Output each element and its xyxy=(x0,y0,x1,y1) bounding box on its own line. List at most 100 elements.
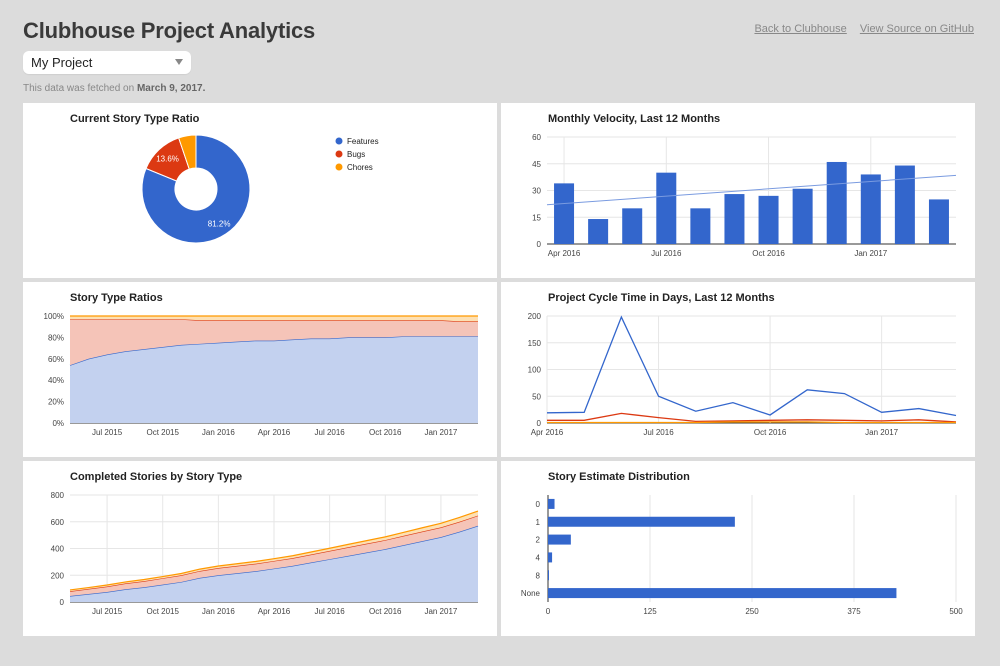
bar xyxy=(928,199,949,244)
slice-label: 81.2% xyxy=(208,219,231,228)
bar xyxy=(758,195,779,244)
cycle-time-line-chart: 0 50 100 150 200 Apr 2016 Jul 2016 Oct 2016 Jan … xyxy=(528,312,957,437)
x-tick-label: Oct 2015 xyxy=(146,607,179,616)
x-tick-label: Jul 2016 xyxy=(315,428,346,437)
series-line-chores xyxy=(547,421,956,424)
x-tick-label: Jan 2016 xyxy=(202,428,235,437)
bar xyxy=(792,188,813,244)
series-line-features xyxy=(546,315,957,417)
x-tick-label: Jan 2017 xyxy=(424,428,457,437)
header-links: Back to Clubhouse View Source on GitHub xyxy=(744,23,974,35)
ratio-area-chart: 0% 20% 40% 60% 80% 100% Jul 2015 Oct 2015 Jan 20… xyxy=(44,312,478,437)
y-tick-label: 80% xyxy=(48,333,64,342)
bar xyxy=(826,161,847,244)
y-tick-label: 4 xyxy=(536,553,541,562)
y-tick-label: 100% xyxy=(44,312,64,321)
pie-slice-features xyxy=(141,134,251,244)
legend-label: Chores xyxy=(347,163,373,172)
y-tick-label: 50 xyxy=(532,392,541,401)
chart-title: Project Cycle Time in Days, Last 12 Mont… xyxy=(548,292,775,304)
y-tick-label: 150 xyxy=(528,339,542,348)
x-tick-label: 125 xyxy=(643,607,657,616)
y-tick-label: 200 xyxy=(51,571,65,580)
area-features xyxy=(70,336,478,423)
y-tick-label: 45 xyxy=(532,160,541,169)
y-tick-label: 0 xyxy=(60,598,65,607)
y-tick-label: 60 xyxy=(532,133,541,142)
bar xyxy=(548,552,553,563)
x-tick-label: 250 xyxy=(745,607,759,616)
bar xyxy=(548,570,549,581)
y-tick-label: 15 xyxy=(532,213,541,222)
project-select-value: My Project xyxy=(31,55,93,70)
y-tick-label: None xyxy=(521,589,541,598)
bar xyxy=(548,516,735,527)
x-tick-label: Apr 2016 xyxy=(258,607,291,616)
view-source-link[interactable]: View Source on GitHub xyxy=(859,23,974,35)
series-line-chores xyxy=(69,510,479,591)
bar xyxy=(690,208,711,244)
y-tick-label: 600 xyxy=(51,518,65,527)
bar xyxy=(554,183,575,244)
bar xyxy=(548,588,897,599)
estimate-distribution-panel: Story Estimate Distribution 0 125 250 375 50… xyxy=(501,461,975,636)
velocity-bar-chart: 0 15 30 45 60 Apr 2016 Jul 2016 Oct 2016 Jan 201… xyxy=(532,133,957,258)
completed-area-chart: 0 200 400 600 800 Jul 2015 Oct 2015 Jan 2016 Apr… xyxy=(51,491,479,616)
bar xyxy=(548,498,555,509)
y-tick-label: 40% xyxy=(48,376,64,385)
chevron-down-icon xyxy=(175,59,183,65)
area-chores xyxy=(70,316,478,322)
back-to-clubhouse-link[interactable]: Back to Clubhouse xyxy=(754,23,847,35)
x-tick-label: Jan 2016 xyxy=(202,607,235,616)
y-tick-label: 400 xyxy=(51,545,65,554)
y-tick-label: 0 xyxy=(537,240,542,249)
chart-title: Completed Stories by Story Type xyxy=(70,471,243,483)
series-line-bugs xyxy=(547,412,957,423)
legend-swatch xyxy=(335,137,343,145)
project-select[interactable]: My Project xyxy=(23,51,191,74)
y-tick-label: 20% xyxy=(48,398,64,407)
chart-title: Monthly Velocity, Last 12 Months xyxy=(548,113,721,125)
monthly-velocity-panel: Monthly Velocity, Last 12 Months 0 15 30 45… xyxy=(501,103,975,278)
x-tick-label: Jul 2016 xyxy=(651,249,682,258)
y-tick-label: 8 xyxy=(536,571,541,580)
x-tick-label: Oct 2016 xyxy=(754,428,787,437)
bar xyxy=(588,219,609,244)
x-tick-label: Oct 2016 xyxy=(752,249,785,258)
bar xyxy=(548,534,571,545)
x-tick-label: Oct 2016 xyxy=(369,428,402,437)
cycle-time-panel: Project Cycle Time in Days, Last 12 Mont… xyxy=(501,282,975,457)
x-tick-label: Apr 2016 xyxy=(531,428,564,437)
chart-title: Story Estimate Distribution xyxy=(548,471,690,483)
y-tick-label: 1 xyxy=(536,518,541,527)
fetched-date: March 9, 2017. xyxy=(136,83,206,94)
x-tick-label: 0 xyxy=(546,607,551,616)
y-tick-label: 2 xyxy=(536,536,541,545)
x-tick-label: Jul 2016 xyxy=(315,607,346,616)
bar xyxy=(622,208,643,244)
completed-stories-panel: Completed Stories by Story Type 0 200 400 6… xyxy=(23,461,497,636)
bar xyxy=(724,194,745,244)
x-tick-label: Jan 2017 xyxy=(424,607,457,616)
x-tick-label: Jul 2016 xyxy=(643,428,674,437)
area-features xyxy=(70,525,478,602)
area-bugs xyxy=(70,319,478,366)
y-tick-label: 0% xyxy=(52,419,64,428)
y-tick-label: 0 xyxy=(536,500,541,509)
x-tick-label: 500 xyxy=(949,607,963,616)
fetched-note: This data was fetched on March 9, 2017. xyxy=(23,83,206,94)
x-tick-label: Apr 2016 xyxy=(258,428,291,437)
story-type-ratio-panel: Current Story Type Ratio 81.2% 13.6% Featu… xyxy=(23,103,497,278)
x-tick-label: Jan 2017 xyxy=(854,249,887,258)
y-tick-label: 30 xyxy=(532,187,541,196)
x-tick-label: Apr 2016 xyxy=(548,249,581,258)
legend-label: Features xyxy=(347,137,379,146)
pie-slice-chores xyxy=(178,134,197,170)
bar xyxy=(860,174,881,244)
x-tick-label: Oct 2016 xyxy=(369,607,402,616)
legend-swatch xyxy=(335,163,343,171)
legend-label: Bugs xyxy=(347,150,365,159)
y-tick-label: 0 xyxy=(537,419,542,428)
page-title: Clubhouse Project Analytics xyxy=(23,18,316,43)
x-tick-label: 375 xyxy=(847,607,861,616)
